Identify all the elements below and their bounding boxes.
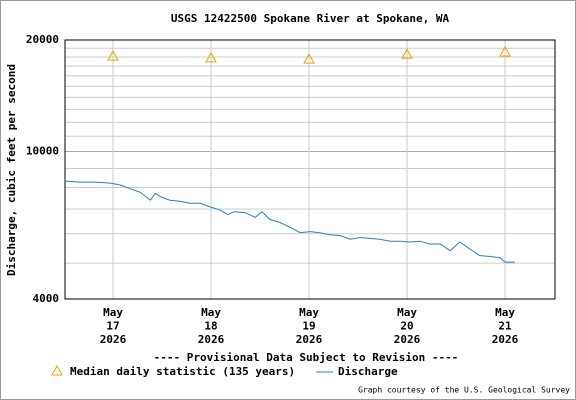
x-tick-label: May	[201, 306, 221, 319]
legend-label: Discharge	[338, 365, 398, 378]
annotation: ---- Provisional Data Subject to Revisio…	[154, 351, 459, 364]
x-tick-label: 19	[302, 320, 315, 333]
x-tick-label: 2026	[100, 333, 127, 346]
x-tick-label: 2026	[198, 333, 225, 346]
median-marker	[107, 50, 119, 61]
legend-marker	[51, 364, 63, 376]
x-tick-label: 18	[204, 320, 217, 333]
y-tick-label: 4000	[33, 292, 60, 305]
x-tick-label: May	[397, 306, 417, 319]
median-marker	[205, 51, 217, 63]
y-tick-label: 10000	[26, 145, 59, 158]
x-tick-label: May	[103, 306, 123, 319]
x-tick-label: May	[495, 306, 515, 319]
x-tick-label: May	[299, 306, 319, 319]
x-tick-label: 2026	[296, 333, 323, 346]
y-axis-label: Discharge, cubic feet per second	[5, 64, 18, 276]
x-tick-label: 21	[498, 320, 512, 333]
x-tick-label: 20	[400, 320, 413, 333]
chart-title: USGS 12422500 Spokane River at Spokane, …	[171, 12, 450, 25]
legend-label: Median daily statistic (135 years)	[70, 365, 295, 378]
y-tick-label: 20000	[26, 33, 59, 46]
median-marker	[499, 45, 511, 57]
plot-border	[64, 39, 556, 300]
discharge-line	[64, 180, 515, 263]
median-marker	[401, 48, 413, 59]
credit: Graph courtesy of the U.S. Geological Su…	[358, 386, 570, 395]
x-tick-label: 2026	[492, 333, 519, 346]
x-tick-label: 2026	[394, 333, 421, 346]
x-tick-label: 17	[106, 320, 119, 333]
median-marker	[303, 53, 315, 64]
